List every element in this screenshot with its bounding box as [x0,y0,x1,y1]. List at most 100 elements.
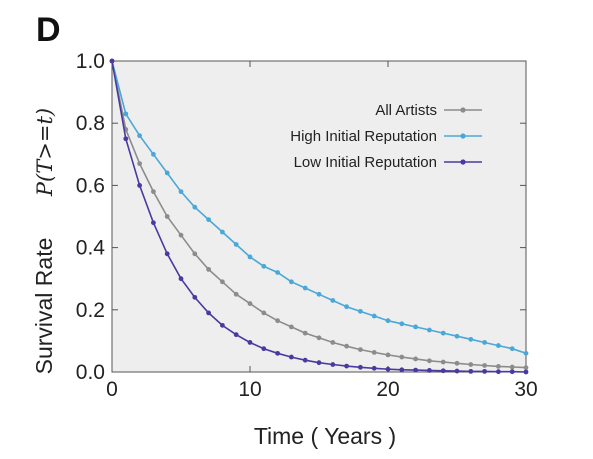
series-point-0 [247,301,253,306]
x-tick-label: 30 [514,378,537,401]
y-tick-label: 0.0 [76,361,105,384]
series-point-2 [261,346,267,352]
y-tick-label: 0.4 [76,237,106,260]
series-point-0 [261,310,267,316]
series-point-1 [496,343,501,348]
series-point-1 [178,189,184,195]
series-point-1 [137,133,143,139]
series-point-1 [220,229,225,235]
series-point-2 [427,368,432,373]
series-point-1 [413,324,418,330]
series-point-1 [302,285,308,291]
legend-marker-2 [460,159,466,165]
series-point-2 [247,340,253,345]
series-point-2 [413,367,418,373]
series-point-1 [316,291,322,297]
series-point-0 [178,232,184,238]
series-point-1 [275,270,280,275]
series-point-2 [440,368,446,374]
series-point-0 [427,358,432,364]
series-point-0 [233,291,239,297]
series-point-1 [440,330,446,336]
series-point-0 [358,347,363,353]
legend-label-0: All Artists [375,102,437,119]
y-tick-label: 1.0 [76,50,105,73]
series-point-0 [468,362,474,367]
series-point-0 [289,324,294,330]
series-point-1 [509,346,515,352]
series-point-2 [302,357,308,363]
x-tick-label: 20 [376,378,399,401]
series-point-2 [192,294,198,300]
series-point-1 [261,263,267,269]
y-tick-label: 0.2 [76,299,105,322]
series-point-1 [247,254,253,260]
series-point-1 [523,350,529,356]
series-point-2 [109,58,115,64]
series-point-1 [233,242,239,247]
series-point-2 [371,365,377,371]
series-point-1 [206,217,212,223]
series-point-0 [496,364,501,369]
series-point-0 [371,350,377,355]
y-tick-label: 0.6 [76,174,105,197]
x-axis-label: Time ( Years ) [254,423,396,449]
series-point-0 [413,356,418,362]
legend-label-2: Low Initial Reputation [294,154,437,171]
panel-label: D [36,11,61,49]
series-point-2 [399,367,405,373]
series-point-2 [509,369,515,375]
legend-marker-1 [460,133,466,139]
series-point-0 [509,364,515,370]
series-point-1 [358,308,363,314]
series-point-2 [316,360,322,366]
series-point-0 [151,189,156,195]
series-point-1 [151,151,156,157]
series-point-2 [358,364,363,370]
series-point-2 [164,251,170,257]
series-point-0 [440,359,446,365]
series-point-1 [399,321,405,327]
series-point-0 [164,214,170,219]
series-point-1 [289,279,294,285]
series-point-0 [330,340,336,345]
series-point-0 [399,354,405,360]
series-point-2 [220,322,225,328]
series-point-0 [220,279,225,285]
series-point-0 [385,352,391,358]
series-point-1 [454,333,460,339]
series-point-2 [454,368,460,374]
series-point-2 [275,350,280,356]
series-point-0 [302,330,308,336]
series-point-1 [468,336,474,342]
series-point-2 [468,368,474,374]
series-point-2 [496,369,501,375]
series-point-1 [164,170,170,176]
series-point-1 [123,111,129,117]
series-point-2 [385,366,391,372]
series-point-1 [427,327,432,333]
series-point-0 [192,251,198,257]
series-point-0 [137,161,143,167]
series-point-0 [316,335,322,341]
series-point-0 [275,318,280,324]
y-axis-label: Survival Rate [31,238,57,375]
series-point-1 [330,298,336,303]
series-point-1 [344,304,349,310]
series-point-1 [482,340,487,345]
y-axis-math-label: P(T>=t) [33,108,57,197]
series-lines [109,58,529,375]
series-point-2 [151,220,156,226]
x-tick-label: 0 [106,378,118,401]
legend: All Artists High Initial Reputation Low In… [290,102,482,171]
series-point-1 [192,204,198,210]
series-point-0 [344,343,349,349]
series-point-2 [289,354,294,360]
series-point-0 [206,266,212,272]
axis-ticks: 0 10 20 30 0.0 0.2 0.4 0.6 0.8 1.0 [76,50,538,401]
series-point-0 [523,365,529,371]
series-point-0 [482,363,487,368]
series-point-0 [454,360,460,366]
legend-label-1: High Initial Reputation [290,128,437,145]
